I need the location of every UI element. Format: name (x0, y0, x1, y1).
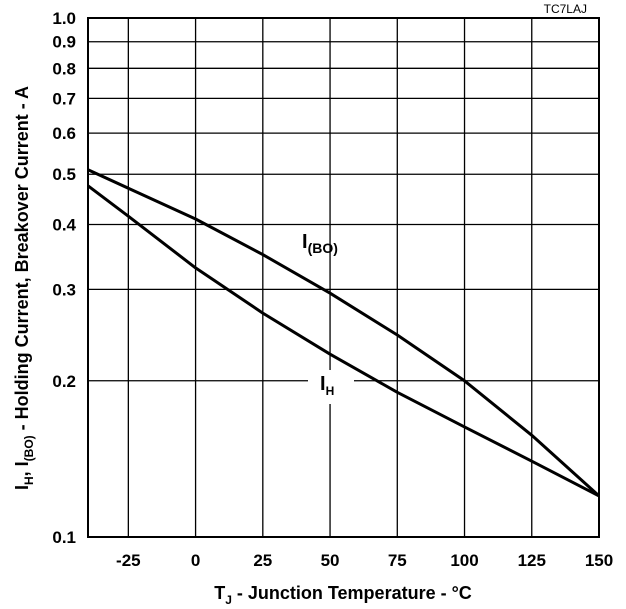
x-tick-label: 100 (450, 551, 478, 570)
x-axis-label-rest: - Junction Temperature - °C (232, 583, 472, 603)
y-tick-label: 0.5 (52, 165, 76, 184)
x-tick-labels: -25 0 25 50 75 100 125 150 (116, 551, 613, 570)
series-label-background (308, 370, 354, 404)
y-axis-label-p1: I (12, 485, 32, 490)
figure-reference: TC7LAJ (544, 2, 587, 16)
series-label-sub: (BO) (308, 240, 338, 256)
y-tick-label: 0.1 (52, 528, 76, 547)
x-tick-label: 50 (321, 551, 340, 570)
y-tick-label: 0.2 (52, 372, 76, 391)
x-axis-label: TJ - Junction Temperature - °C (214, 583, 472, 607)
series-label-main: I (320, 373, 326, 395)
series-label-i-bo: I(BO) (302, 231, 338, 256)
series-label-sub: H (326, 384, 335, 398)
x-axis-label-main: T (214, 583, 225, 603)
y-tick-label: 0.8 (52, 59, 76, 78)
x-axis-label-sub: J (225, 593, 232, 607)
y-tick-labels: 0.1 0.2 0.3 0.4 0.5 0.6 0.7 0.8 0.9 1.0 (52, 9, 76, 547)
x-tick-label: 75 (388, 551, 407, 570)
grid (88, 18, 599, 537)
x-tick-label: 125 (518, 551, 546, 570)
y-axis-label-p3: - Holding Current, Breakover Current - A (12, 86, 32, 435)
series-label-main: I (302, 231, 308, 253)
x-tick-label: 0 (191, 551, 200, 570)
y-tick-label: 1.0 (52, 9, 76, 28)
y-tick-label: 0.7 (52, 89, 76, 108)
y-tick-label: 0.9 (52, 33, 76, 52)
series-layer (87, 168, 601, 498)
y-tick-label: 0.6 (52, 124, 76, 143)
y-axis-label-s1: H (22, 476, 36, 485)
series-label-ih: IH (320, 373, 334, 398)
y-axis-label-p2: , I (12, 461, 32, 476)
y-axis-label-s2: (BO) (22, 435, 36, 461)
y-tick-label: 0.4 (52, 216, 76, 235)
x-tick-label: -25 (116, 551, 141, 570)
y-tick-label: 0.3 (52, 280, 76, 299)
y-axis-label: IH, I(BO) - Holding Current, Breakover C… (12, 86, 36, 490)
plot-frame (87, 17, 600, 538)
x-tick-label: 150 (585, 551, 613, 570)
x-tick-label: 25 (253, 551, 272, 570)
series-annotations: I(BO)IH (302, 231, 354, 404)
series-line-i-bo (87, 168, 601, 498)
series-line-ih (87, 184, 600, 498)
